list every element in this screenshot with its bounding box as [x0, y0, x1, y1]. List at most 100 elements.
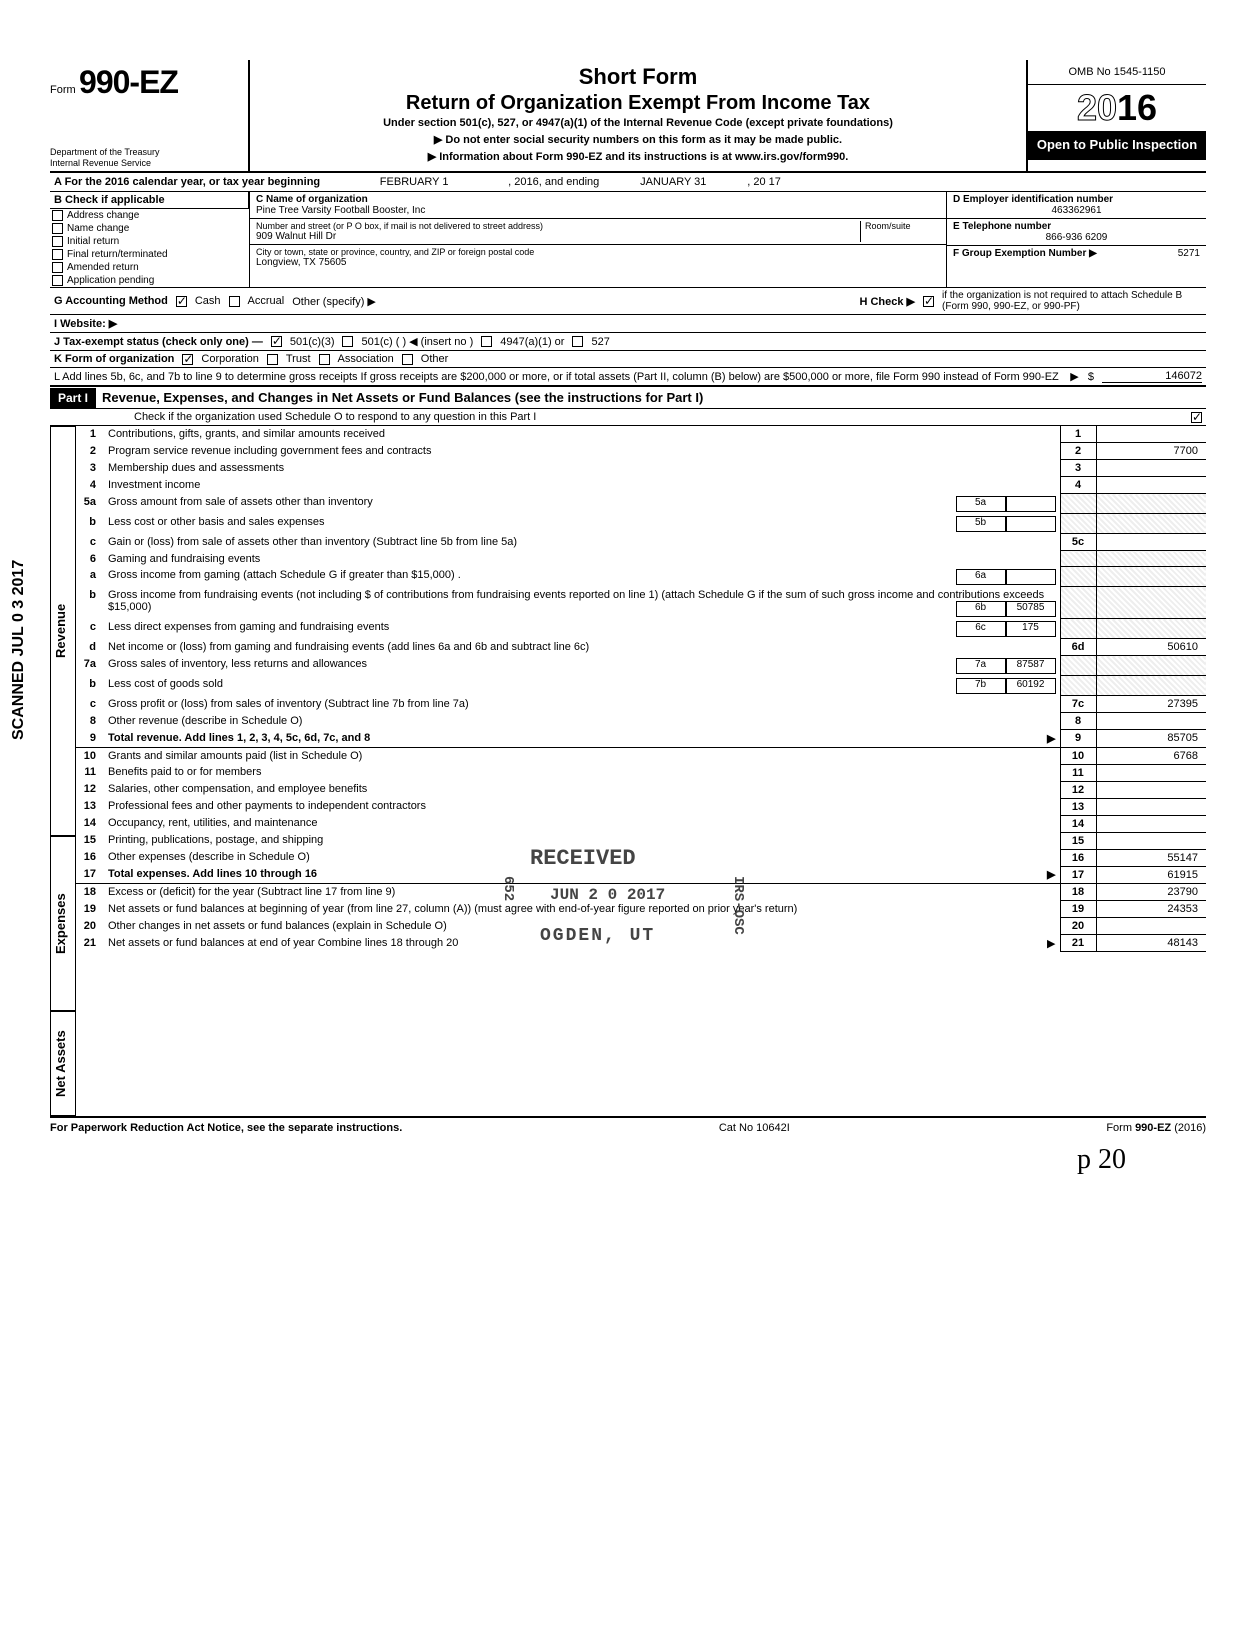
label-revenue: Revenue: [50, 426, 76, 836]
cb-name-change[interactable]: Name change: [50, 222, 249, 235]
line-16: 16Other expenses (describe in Schedule O…: [76, 849, 1206, 866]
line-12: 12Salaries, other compensation, and empl…: [76, 781, 1206, 798]
row-a-suffix: , 20 17: [743, 173, 785, 191]
org-name: Pine Tree Varsity Football Booster, Inc: [256, 205, 940, 216]
cb-pending[interactable]: Application pending: [50, 274, 249, 287]
h-label: H Check ▶: [859, 295, 915, 308]
line-11: 11Benefits paid to or for members11: [76, 764, 1206, 781]
line-6: 6Gaming and fundraising events: [76, 551, 1206, 567]
line-15: 15Printing, publications, postage, and s…: [76, 832, 1206, 849]
cb-corp[interactable]: [182, 354, 193, 365]
part1-sub: Check if the organization used Schedule …: [54, 411, 1183, 423]
ssn-warning: Do not enter social security numbers on …: [258, 133, 1018, 146]
accrual-label: Accrual: [248, 295, 285, 307]
year-end: JANUARY 31: [603, 173, 743, 191]
h-text: if the organization is not required to a…: [942, 290, 1202, 312]
lines-table: 1Contributions, gifts, grants, and simil…: [76, 426, 1206, 1116]
ein-value: 463362961: [953, 205, 1200, 216]
stamp-652: 652: [500, 876, 516, 901]
line-17: 17Total expenses. Add lines 10 through 1…: [76, 866, 1206, 884]
open-public-badge: Open to Public Inspection: [1028, 131, 1206, 160]
street-row: Number and street (or P O box, if mail i…: [250, 219, 946, 245]
cb-cash[interactable]: [176, 296, 187, 307]
dept-line2: Internal Revenue Service: [50, 158, 242, 169]
line-5c: cGain or (loss) from sale of assets othe…: [76, 534, 1206, 551]
j-4947: 4947(a)(1) or: [500, 336, 564, 348]
city-label: City or town, state or province, country…: [256, 247, 940, 257]
section-labels: Revenue Expenses Net Assets: [50, 426, 76, 1116]
cb-h[interactable]: [923, 296, 934, 307]
c-label: C Name of organization: [256, 194, 934, 205]
line-6c: cLess direct expenses from gaming and fu…: [76, 619, 1206, 639]
header-center: Short Form Return of Organization Exempt…: [250, 60, 1026, 171]
omb-number: OMB No 1545-1150: [1028, 60, 1206, 85]
row-g-accounting: G Accounting Method Cash Accrual Other (…: [50, 288, 1206, 315]
street-value: 909 Walnut Hill Dr: [256, 231, 860, 242]
cb-amended[interactable]: Amended return: [50, 261, 249, 274]
part1-header-row: Part I Revenue, Expenses, and Changes in…: [50, 387, 1206, 409]
g-label: G Accounting Method: [54, 295, 168, 307]
f-group-row: F Group Exemption Number ▶ 5271: [947, 246, 1206, 261]
cb-501c[interactable]: [342, 336, 353, 347]
year-begin: FEBRUARY 1: [324, 173, 504, 191]
cb-527[interactable]: [572, 336, 583, 347]
line-1: 1Contributions, gifts, grants, and simil…: [76, 426, 1206, 443]
cb-501c3[interactable]: [271, 336, 282, 347]
group-num: 5271: [1178, 248, 1200, 259]
line-4: 4Investment income4: [76, 477, 1206, 494]
stamp-date: JUN 2 0 2017: [550, 886, 665, 904]
row-l-gross: L Add lines 5b, 6c, and 7b to line 9 to …: [50, 368, 1206, 387]
cb-initial-return[interactable]: Initial return: [50, 235, 249, 248]
line-5b: bLess cost or other basis and sales expe…: [76, 514, 1206, 534]
row-a-tax-year: A For the 2016 calendar year, or tax yea…: [50, 173, 1206, 192]
f-label: F Group Exemption Number ▶: [953, 248, 1097, 259]
cb-schedule-o[interactable]: [1191, 412, 1202, 423]
cb-final-return[interactable]: Final return/terminated: [50, 248, 249, 261]
subline: Under section 501(c), 527, or 4947(a)(1)…: [258, 117, 1018, 129]
line-10: 10Grants and similar amounts paid (list …: [76, 747, 1206, 764]
footer-left: For Paperwork Reduction Act Notice, see …: [50, 1122, 402, 1134]
j-501c3: 501(c)(3): [290, 336, 335, 348]
other-label: Other (specify) ▶: [292, 295, 376, 308]
part1-title: Revenue, Expenses, and Changes in Net As…: [96, 387, 1206, 408]
info-link: Information about Form 990-EZ and its in…: [258, 150, 1018, 163]
line-2: 2Program service revenue including gover…: [76, 443, 1206, 460]
line-6b: bGross income from fundraising events (n…: [76, 587, 1206, 619]
cb-accrual[interactable]: [229, 296, 240, 307]
j-501c: 501(c) ( ) ◀ (insert no ): [361, 335, 473, 348]
row-j-tax-status: J Tax-exempt status (check only one) — 5…: [50, 333, 1206, 351]
label-expenses: Expenses: [50, 836, 76, 1011]
title-short-form: Short Form: [258, 64, 1018, 90]
cb-other-org[interactable]: [402, 354, 413, 365]
line-6a: aGross income from gaming (attach Schedu…: [76, 567, 1206, 587]
street-label: Number and street (or P O box, if mail i…: [256, 221, 860, 231]
city-row: City or town, state or province, country…: [250, 245, 946, 270]
cb-assoc[interactable]: [319, 354, 330, 365]
k-other: Other: [421, 353, 449, 365]
i-label: I Website: ▶: [54, 317, 117, 330]
line-7a: 7aGross sales of inventory, less returns…: [76, 656, 1206, 676]
phone-value: 866-936 6209: [953, 232, 1200, 243]
row-a-prefix: A For the 2016 calendar year, or tax yea…: [50, 173, 324, 191]
d-label: D Employer identification number: [953, 194, 1200, 205]
stamp-ogden: OGDEN, UT: [540, 926, 655, 946]
j-label: J Tax-exempt status (check only one) —: [54, 336, 263, 348]
footer-right: Form 990-EZ (2016): [1106, 1122, 1206, 1134]
b-label: B Check if applicable: [50, 192, 249, 209]
k-assoc: Association: [338, 353, 394, 365]
row-k-org-form: K Form of organization Corporation Trust…: [50, 351, 1206, 368]
dept-line1: Department of the Treasury: [50, 147, 242, 158]
col-def: D Employer identification number 4633629…: [946, 192, 1206, 287]
line-3: 3Membership dues and assessments3: [76, 460, 1206, 477]
col-c-org-info: C Name of organization Pine Tree Varsity…: [250, 192, 946, 287]
line-13: 13Professional fees and other payments t…: [76, 798, 1206, 815]
cb-address-change[interactable]: Address change: [50, 209, 249, 222]
form-label: Form: [50, 84, 76, 96]
form-header: Form 990-EZ Department of the Treasury I…: [50, 60, 1206, 173]
room-label: Room/suite: [860, 221, 940, 242]
line-7b: bLess cost of goods sold 7b60192: [76, 676, 1206, 696]
cb-4947[interactable]: [481, 336, 492, 347]
section-bcdef: B Check if applicable Address change Nam…: [50, 192, 1206, 288]
cb-trust[interactable]: [267, 354, 278, 365]
k-label: K Form of organization: [54, 353, 174, 365]
